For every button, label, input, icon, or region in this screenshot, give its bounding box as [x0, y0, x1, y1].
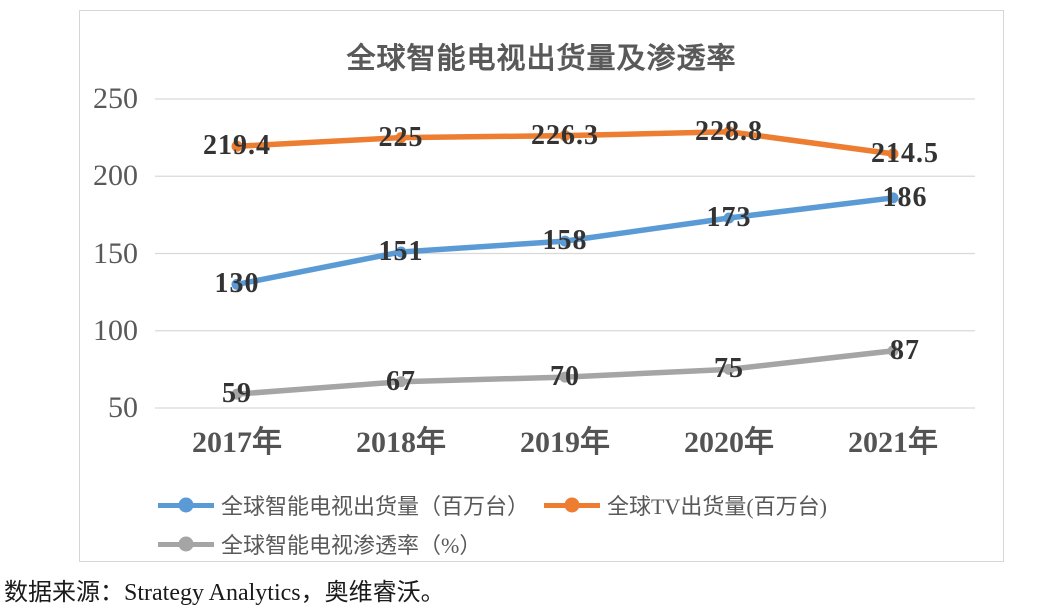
data-label: 225 — [378, 121, 424, 153]
data-label: 59 — [222, 378, 252, 410]
legend-line-blue-icon — [158, 497, 214, 513]
data-point — [723, 212, 735, 224]
data-point — [887, 192, 899, 204]
legend-label-smart-tv-shipments: 全球智能电视出货量（百万台） — [221, 494, 530, 519]
legend-label-penetration-rate: 全球智能电视渗透率（%） — [221, 533, 482, 558]
x-axis-tick-label: 2019年 — [520, 426, 610, 459]
y-axis-tick-label: 200 — [93, 159, 138, 193]
data-label: 151 — [378, 235, 424, 267]
data-point — [395, 246, 407, 258]
data-label: 70 — [550, 361, 580, 393]
y-axis-tick-label: 50 — [108, 391, 138, 424]
data-point — [231, 278, 243, 290]
data-point — [395, 376, 407, 388]
data-point — [231, 140, 243, 152]
data-label: 87 — [890, 334, 920, 366]
chart-container: 全球智能电视出货量及渗透率 50 100 150 200 250 2017年 2018年 2… — [79, 10, 1004, 562]
legend-line-gray-icon — [158, 536, 214, 552]
x-axis-tick-label: 2018年 — [356, 426, 446, 459]
legend-line-orange-icon — [544, 497, 600, 513]
legend-item-smart-tv-shipments: 全球智能电视出货量（百万台） — [158, 488, 529, 522]
source-note: 数据来源：Strategy Analytics，奥维睿沃。 — [4, 580, 445, 606]
legend-label-global-tv-shipments: 全球TV出货量(百万台) — [607, 494, 827, 519]
chart-title: 全球智能电视出货量及渗透率 — [346, 43, 737, 75]
data-label: 226.3 — [531, 119, 599, 151]
data-point — [887, 148, 899, 160]
data-label: 186 — [882, 181, 928, 213]
data-point — [723, 363, 735, 375]
legend-dot-gray-icon — [178, 536, 194, 552]
data-point — [559, 130, 571, 142]
legend-dot-orange-icon — [564, 497, 580, 513]
data-point — [559, 371, 571, 383]
data-point — [887, 345, 899, 357]
data-point — [723, 126, 735, 138]
data-label: 75 — [714, 353, 744, 385]
legend-item-global-tv-shipments: 全球TV出货量(百万台) — [544, 488, 827, 522]
data-label: 67 — [386, 365, 416, 397]
data-label: 214.5 — [871, 137, 939, 169]
data-point — [559, 235, 571, 247]
data-label: 130 — [214, 268, 260, 300]
x-axis-tick-label: 2020年 — [684, 426, 774, 459]
data-label: 228.8 — [695, 115, 763, 147]
y-axis-tick-label: 100 — [93, 313, 138, 347]
legend-item-penetration-rate: 全球智能电视渗透率（%） — [158, 527, 481, 561]
x-axis-tick-label: 2017年 — [192, 426, 282, 459]
data-label: 219.4 — [203, 130, 271, 162]
data-point — [231, 388, 243, 400]
plot-area — [155, 98, 975, 409]
data-point — [395, 132, 407, 144]
data-label: 158 — [542, 225, 588, 257]
y-axis-tick-label: 150 — [93, 236, 138, 270]
data-label: 173 — [706, 201, 752, 233]
legend-dot-blue-icon — [178, 497, 194, 513]
y-axis-tick-label: 250 — [93, 82, 138, 115]
x-axis-tick-label: 2021年 — [848, 426, 938, 459]
